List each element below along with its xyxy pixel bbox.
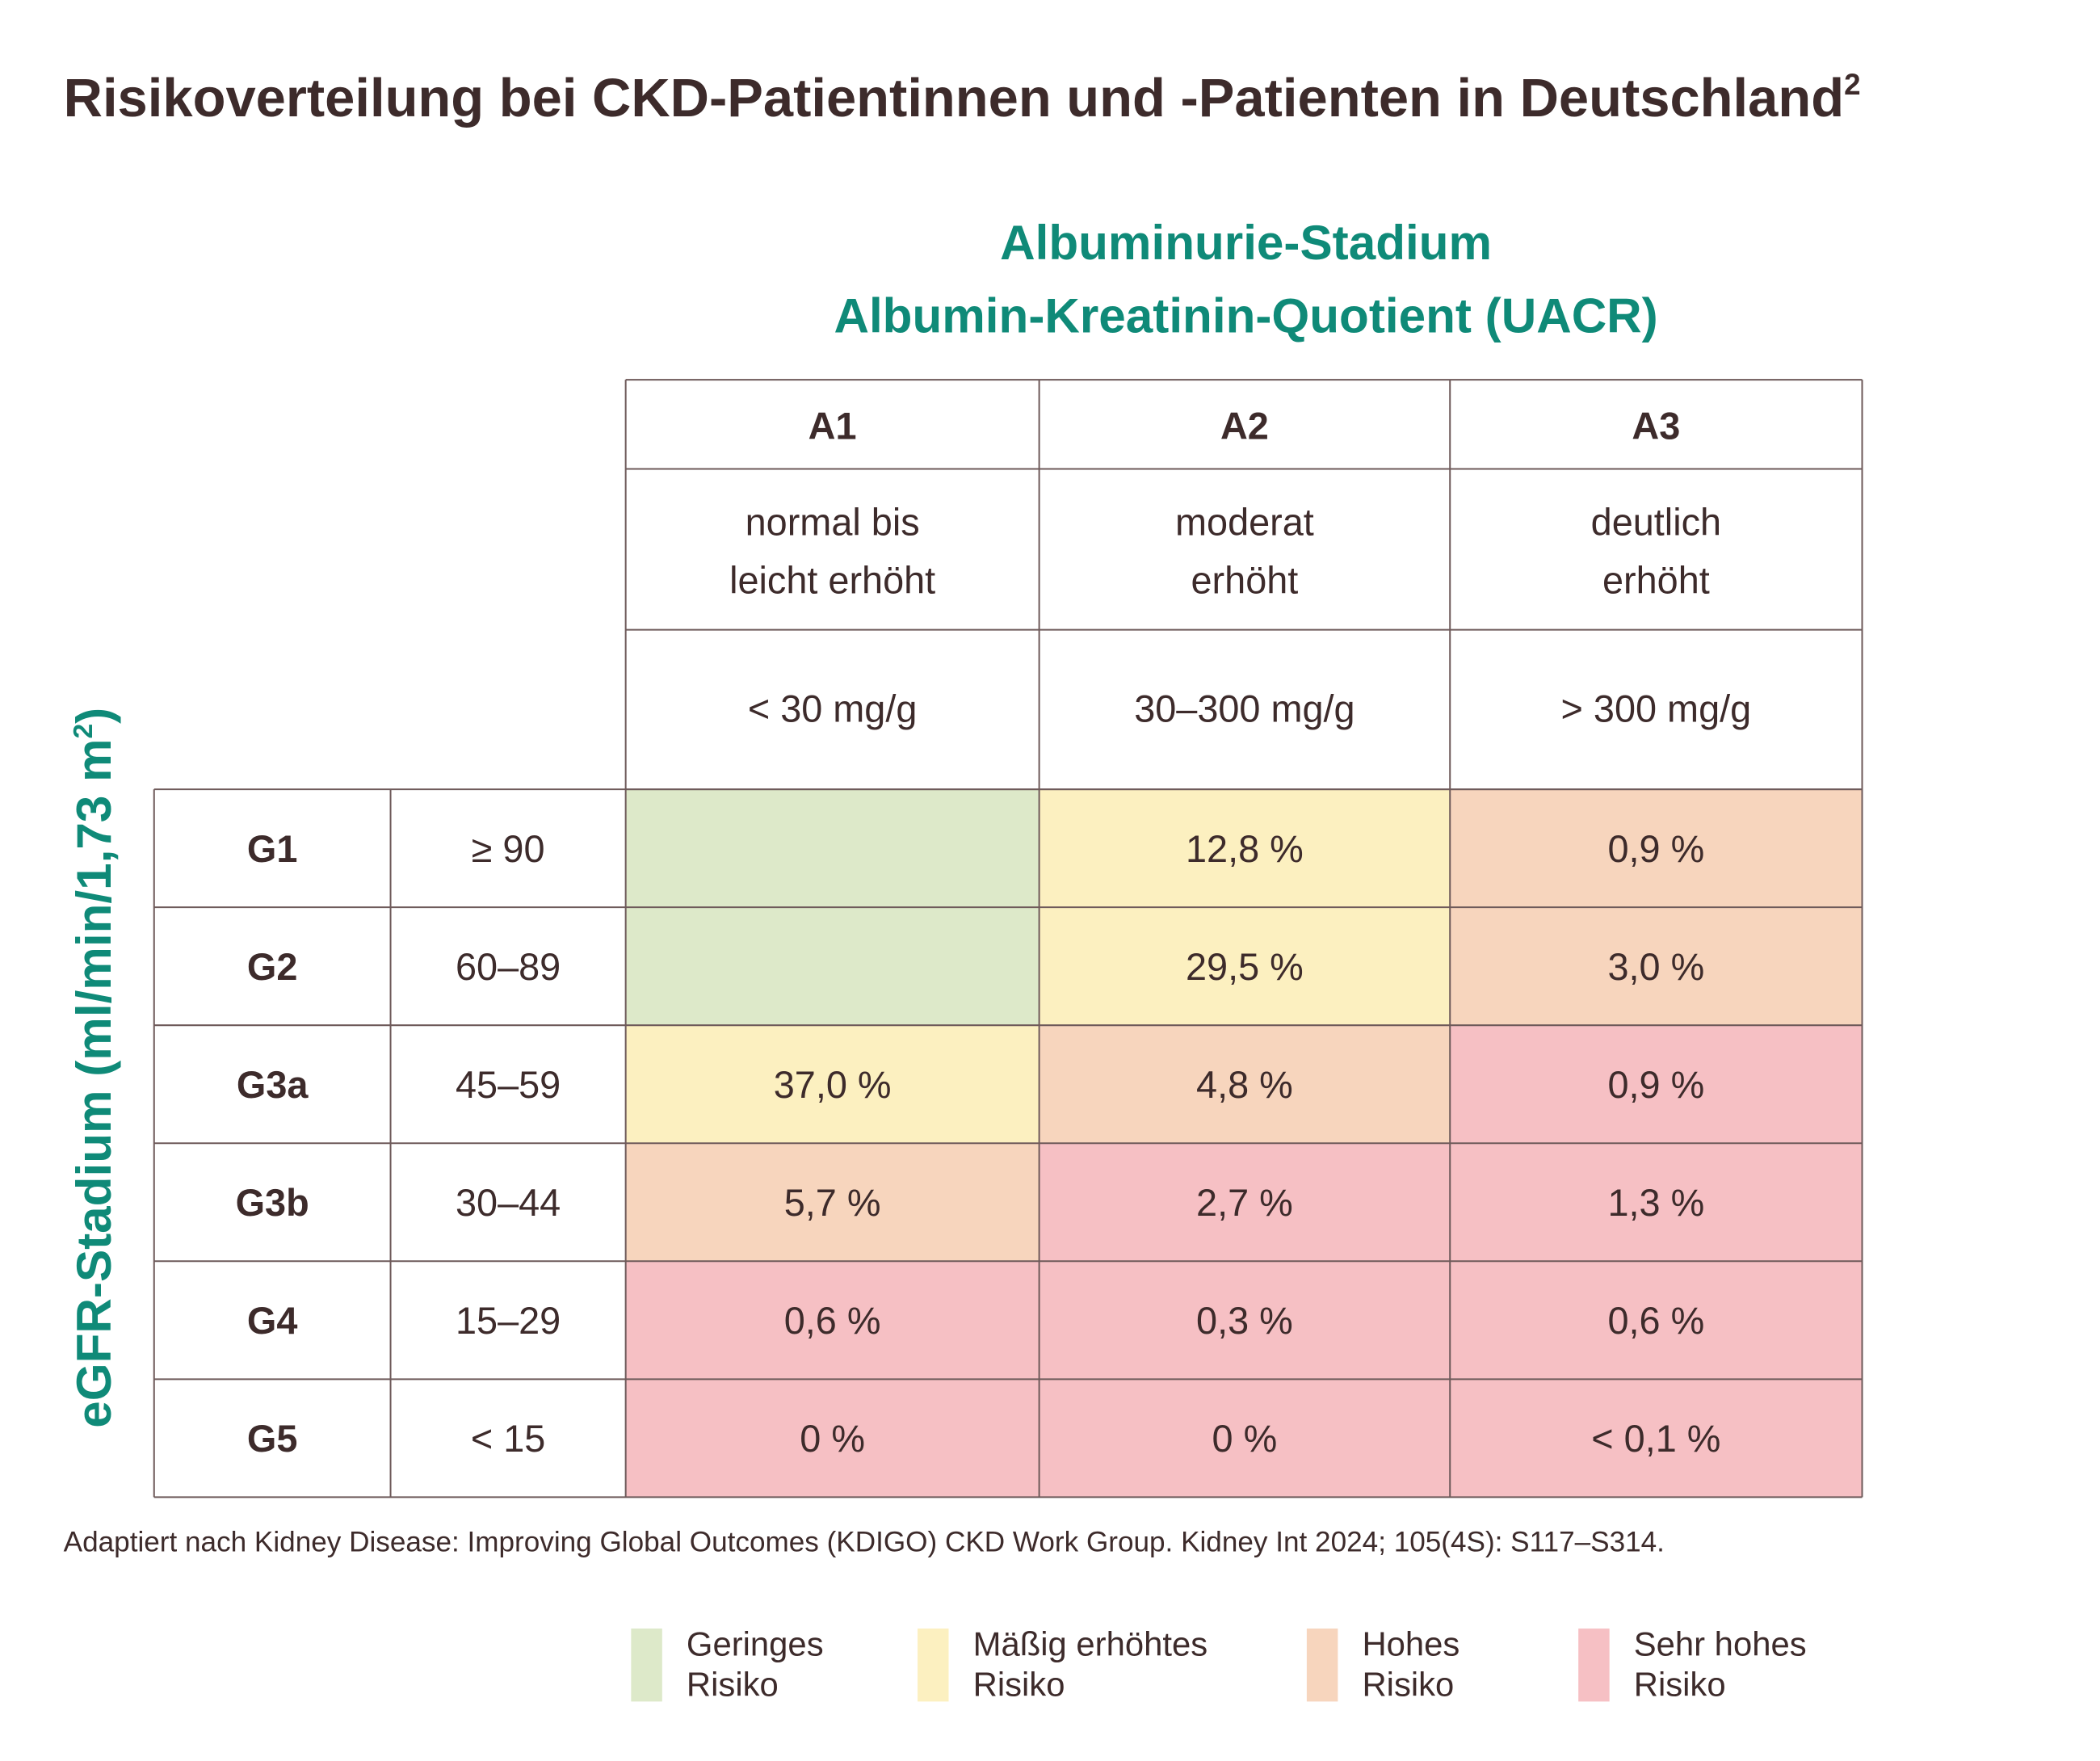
row-id: G1	[247, 828, 297, 870]
risk-cell	[625, 789, 1040, 908]
row-axis-sup: 2	[69, 724, 99, 739]
cell-value: 5,7 %	[784, 1182, 881, 1224]
row-id: G4	[247, 1300, 297, 1342]
legend-label: Risiko	[687, 1666, 779, 1704]
risk-cell	[1450, 1025, 1863, 1144]
row-id: G3a	[237, 1064, 309, 1106]
legend-swatch	[1306, 1629, 1338, 1702]
risk-cell	[1450, 789, 1863, 908]
legend-label: Risiko	[1634, 1666, 1726, 1704]
legend-swatch	[631, 1629, 662, 1702]
row-range: 45–59	[456, 1064, 561, 1106]
legend-label: Geringes	[687, 1625, 824, 1663]
column-axis-title: Albuminurie-Stadium	[1000, 215, 1492, 270]
cell-value: 0,9 %	[1607, 828, 1704, 870]
column-description: erhöht	[1602, 559, 1710, 601]
title-text: Risikoverteilung bei CKD-Patientinnen un…	[64, 68, 1844, 128]
cell-value: 0 %	[800, 1418, 865, 1460]
cell-value: 2,7 %	[1196, 1182, 1293, 1224]
footnote: Adaptiert nach Kidney Disease: Improving…	[64, 1527, 1665, 1558]
legend-swatch	[918, 1629, 949, 1702]
row-range: 60–89	[456, 946, 561, 988]
column-description: leicht erhöht	[729, 559, 935, 601]
row-id: G5	[247, 1418, 297, 1460]
cell-value: 37,0 %	[774, 1064, 892, 1106]
row-axis-text: eGFR-Stadium (ml/min/1,73 m	[66, 738, 121, 1427]
cell-value: 0 %	[1212, 1418, 1278, 1460]
row-range: 30–44	[456, 1182, 561, 1224]
risk-cell	[1039, 789, 1451, 908]
cell-value: 3,0 %	[1607, 946, 1704, 988]
column-range: < 30 mg/g	[748, 687, 918, 729]
column-id: A1	[808, 406, 857, 448]
risk-cell	[1450, 1143, 1863, 1262]
row-range: 15–29	[456, 1300, 561, 1342]
column-axis-subtitle: Albumin-Kreatinin-Quotient (UACR)	[834, 288, 1657, 343]
cell-value: 4,8 %	[1196, 1064, 1293, 1106]
risk-cell	[1039, 1261, 1451, 1380]
column-description: moderat	[1175, 502, 1314, 544]
risk-cell	[625, 1143, 1040, 1262]
legend-label: Mäßig erhöhtes	[973, 1625, 1208, 1663]
cell-value: 1,3 %	[1607, 1182, 1704, 1224]
risk-cell	[625, 1025, 1040, 1144]
risk-cell	[1039, 1025, 1451, 1144]
risk-cell	[1039, 1143, 1451, 1262]
column-description: deutlich	[1591, 502, 1721, 544]
column-range: > 300 mg/g	[1561, 687, 1752, 729]
column-range: 30–300 mg/g	[1134, 687, 1354, 729]
title-sup: 2	[1844, 68, 1860, 101]
column-description: normal bis	[746, 502, 920, 544]
cell-value: 29,5 %	[1186, 946, 1304, 988]
cell-value: 12,8 %	[1186, 828, 1304, 870]
column-id: A3	[1632, 406, 1680, 448]
row-axis-end: )	[66, 708, 121, 724]
cell-value: 0,3 %	[1196, 1300, 1293, 1342]
row-axis-title: eGFR-Stadium (ml/min/1,73 m2)	[66, 708, 121, 1428]
legend-swatch	[1578, 1629, 1610, 1702]
legend-label: Hohes	[1362, 1625, 1460, 1663]
legend-label: Risiko	[1362, 1666, 1454, 1704]
row-range: < 15	[471, 1418, 545, 1460]
risk-cell	[625, 1261, 1040, 1380]
cell-value: 0,6 %	[1607, 1300, 1704, 1342]
row-id: G3b	[236, 1182, 309, 1224]
risk-cell	[1039, 1379, 1451, 1498]
risk-cell	[1450, 1379, 1863, 1498]
row-id: G2	[247, 946, 297, 988]
column-description: erhöht	[1191, 559, 1299, 601]
cell-value: 0,9 %	[1607, 1064, 1704, 1106]
risk-cell	[1450, 1261, 1863, 1380]
column-id: A2	[1220, 406, 1269, 448]
title: Risikoverteilung bei CKD-Patientinnen un…	[64, 68, 1861, 128]
risk-cell	[1039, 907, 1451, 1026]
legend-label: Sehr hohes	[1634, 1625, 1807, 1663]
risk-cell	[625, 907, 1040, 1026]
risk-cell	[1450, 907, 1863, 1026]
cell-value: < 0,1 %	[1591, 1418, 1720, 1460]
legend-label: Risiko	[973, 1666, 1065, 1704]
row-range: ≥ 90	[472, 828, 545, 870]
cell-value: 0,6 %	[784, 1300, 881, 1342]
risk-cell	[625, 1379, 1040, 1498]
